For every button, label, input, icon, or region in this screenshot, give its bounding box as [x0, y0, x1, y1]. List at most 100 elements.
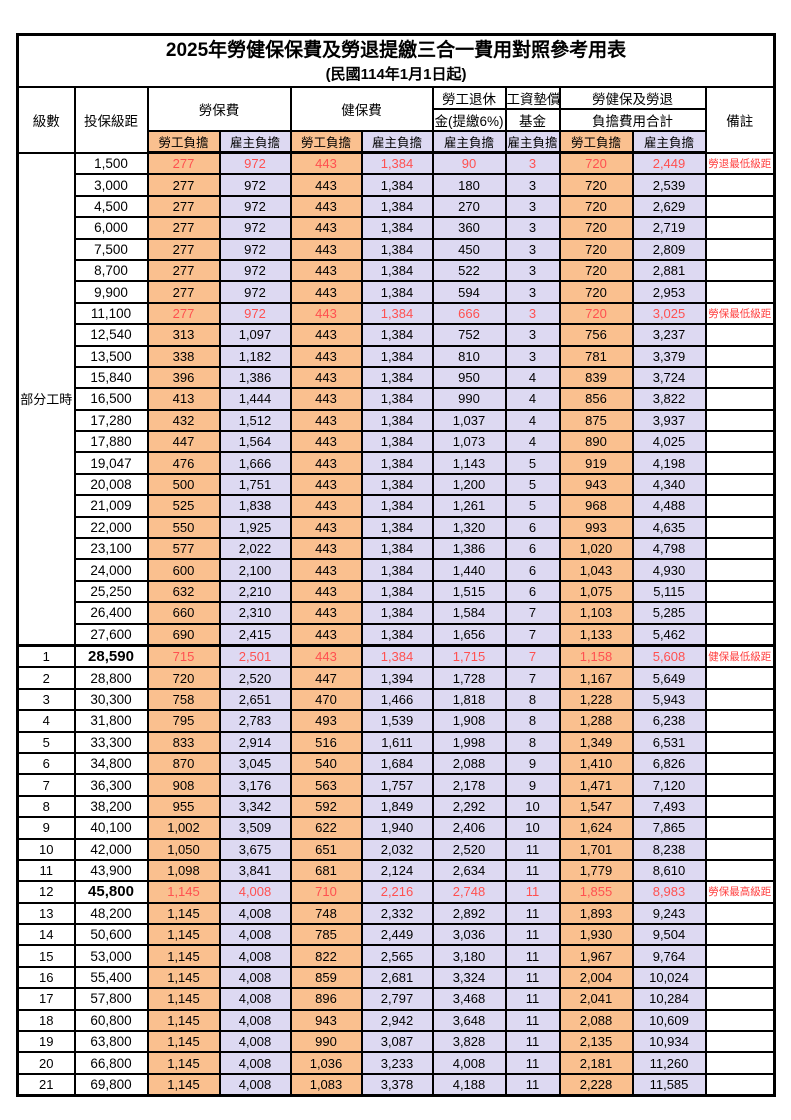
- total-employer-cell: 4,025: [631, 430, 707, 454]
- total-employee-cell: 720: [558, 301, 634, 326]
- table-row: 13,500 338 1,182 443 1,384 810 3 781 3,3…: [18, 344, 776, 368]
- level-cell: 13: [16, 901, 76, 926]
- remark-cell: [704, 923, 776, 947]
- remark-cell: [704, 601, 776, 625]
- labor-employee-cell: 715: [146, 643, 221, 669]
- total-employer-cell: 4,488: [631, 494, 707, 518]
- labor-employee-cell: 758: [146, 687, 221, 712]
- health-employee-cell: 443: [289, 472, 363, 497]
- remark-cell: [704, 622, 776, 647]
- labor-employee-cell: 313: [146, 323, 221, 347]
- level-cell: 7: [16, 773, 76, 797]
- bracket-cell: 16,500: [73, 387, 149, 411]
- health-employer-cell: 1,384: [360, 323, 434, 347]
- health-employee-cell: 493: [289, 709, 363, 733]
- total-employer-cell: 3,822: [631, 387, 707, 411]
- table-row: 部分工時 1,500 277 972 443 1,384 90 3 720 2,…: [16, 151, 776, 647]
- header-wage-fund-line1: 工資墊償: [504, 86, 561, 110]
- table-row: 1 28,590 715 2,501 443 1,384 1,715 7 1,1…: [16, 643, 776, 669]
- level-cell: 8: [16, 794, 76, 819]
- health-employer-cell: 1,384: [360, 451, 434, 475]
- table-row: 18 60,800 1,145 4,008 943 2,942 3,648 11…: [16, 1008, 776, 1033]
- health-employee-cell: 443: [289, 537, 363, 561]
- labor-employee-cell: 1,145: [146, 901, 221, 926]
- total-employee-cell: 1,930: [558, 923, 634, 947]
- health-employer-cell: 2,216: [360, 880, 434, 904]
- subheader-health-employee: 勞工負擔: [289, 130, 363, 154]
- labor-employer-cell: 4,008: [218, 923, 292, 947]
- pension-employer-cell: 1,261: [431, 494, 507, 518]
- remark-cell: 勞保最高級距: [704, 880, 776, 904]
- total-employer-cell: 2,629: [631, 194, 707, 219]
- remark-cell: 勞退最低級距: [704, 151, 776, 176]
- header-remark: 備註: [704, 86, 776, 154]
- health-employer-cell: 1,539: [360, 709, 434, 733]
- pension-employer-cell: 3,324: [431, 965, 507, 990]
- pension-employer-cell: 450: [431, 237, 507, 261]
- pension-employer-cell: 2,088: [431, 751, 507, 776]
- total-employer-cell: 4,198: [631, 451, 707, 475]
- labor-employer-cell: 4,008: [218, 1072, 292, 1097]
- remark-cell: [704, 537, 776, 561]
- labor-employee-cell: 277: [146, 237, 221, 261]
- pension-employer-cell: 4,008: [431, 1051, 507, 1075]
- health-employee-cell: 443: [289, 601, 363, 625]
- remark-cell: [704, 858, 776, 883]
- remark-cell: [704, 794, 776, 819]
- wage-fund-employer-cell: 8: [504, 687, 561, 712]
- wage-fund-employer-cell: 11: [504, 858, 561, 883]
- total-employee-cell: 1,471: [558, 773, 634, 797]
- health-employee-cell: 443: [289, 408, 363, 433]
- total-employee-cell: 1,043: [558, 558, 634, 582]
- bracket-cell: 7,500: [73, 237, 149, 261]
- health-employee-cell: 443: [289, 323, 363, 347]
- total-employee-cell: 993: [558, 515, 634, 540]
- total-employer-cell: 5,462: [631, 622, 707, 647]
- labor-employer-cell: 3,841: [218, 858, 292, 883]
- labor-employee-cell: 447: [146, 430, 221, 454]
- labor-employer-cell: 4,008: [218, 880, 292, 904]
- health-employer-cell: 1,384: [360, 558, 434, 582]
- total-employee-cell: 856: [558, 387, 634, 411]
- total-employer-cell: 9,764: [631, 944, 707, 968]
- wage-fund-employer-cell: 6: [504, 579, 561, 604]
- health-employee-cell: 470: [289, 687, 363, 712]
- labor-employer-cell: 972: [218, 173, 292, 197]
- bracket-cell: 6,000: [73, 216, 149, 240]
- level-cell: 15: [16, 944, 76, 968]
- remark-cell: [704, 837, 776, 861]
- table-row: 20 66,800 1,145 4,008 1,036 3,233 4,008 …: [16, 1051, 776, 1075]
- health-employee-cell: 1,036: [289, 1051, 363, 1075]
- bracket-cell: 69,800: [73, 1072, 149, 1097]
- total-employee-cell: 968: [558, 494, 634, 518]
- labor-employee-cell: 720: [146, 666, 221, 690]
- bracket-cell: 21,009: [73, 494, 149, 518]
- labor-employer-cell: 4,008: [218, 1051, 292, 1075]
- health-employer-cell: 1,384: [360, 194, 434, 219]
- health-employer-cell: 1,384: [360, 151, 434, 176]
- health-employer-cell: 1,384: [360, 472, 434, 497]
- bracket-cell: 28,590: [73, 643, 149, 669]
- table-row: 19,047 476 1,666 443 1,384 1,143 5 919 4…: [18, 451, 776, 475]
- health-employee-cell: 943: [289, 1008, 363, 1033]
- bracket-cell: 48,200: [73, 901, 149, 926]
- pension-employer-cell: 3,648: [431, 1008, 507, 1033]
- remark-cell: [704, 901, 776, 926]
- table-row: 2 28,800 720 2,520 447 1,394 1,728 7 1,1…: [16, 666, 776, 690]
- header-pension-line2: 金(提繳6%): [431, 108, 507, 132]
- pension-employer-cell: 950: [431, 365, 507, 390]
- labor-employer-cell: 1,838: [218, 494, 292, 518]
- health-employee-cell: 822: [289, 944, 363, 968]
- table-row: 17 57,800 1,145 4,008 896 2,797 3,468 11…: [16, 987, 776, 1011]
- level-cell: 3: [16, 687, 76, 712]
- total-employee-cell: 2,004: [558, 965, 634, 990]
- total-employee-cell: 2,228: [558, 1072, 634, 1097]
- remark-cell: [704, 258, 776, 283]
- pension-employer-cell: 1,200: [431, 472, 507, 497]
- bracket-cell: 17,880: [73, 430, 149, 454]
- table-row: 8 38,200 955 3,342 592 1,849 2,292 10 1,…: [16, 794, 776, 819]
- total-employer-cell: 2,539: [631, 173, 707, 197]
- wage-fund-employer-cell: 3: [504, 280, 561, 304]
- health-employee-cell: 447: [289, 666, 363, 690]
- total-employee-cell: 839: [558, 365, 634, 390]
